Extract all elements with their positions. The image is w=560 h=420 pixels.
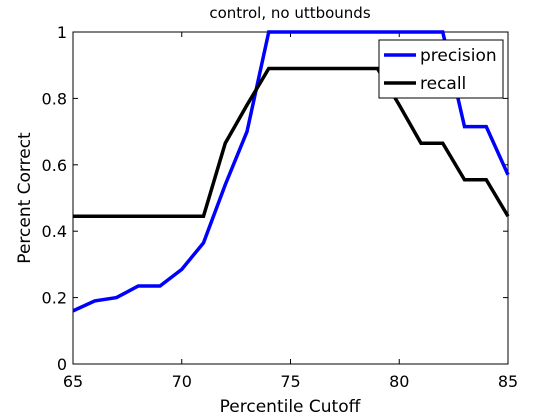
series-line-recall xyxy=(73,66,510,219)
y-tick-label: 0 xyxy=(57,355,67,374)
x-tick-label: 85 xyxy=(498,372,518,391)
tick-labels: 65 70 75 80 85 0 0.2 0.4 0.6 0.8 1 xyxy=(42,23,519,391)
legend-box xyxy=(378,39,504,99)
y-tick-label: 0.6 xyxy=(42,156,67,175)
x-tick-label: 70 xyxy=(172,372,192,391)
legend-label-recall: recall xyxy=(420,74,466,94)
series-layer xyxy=(72,30,510,313)
x-tick-label: 75 xyxy=(280,372,300,391)
chart-title: control, no uttbounds xyxy=(209,4,370,22)
x-tick-label: 65 xyxy=(63,372,83,391)
y-tick-label: 0.8 xyxy=(42,89,67,108)
y-tick-label: 1 xyxy=(57,23,67,42)
y-axis-label: Percent Correct xyxy=(15,132,35,264)
legend: precision recall xyxy=(378,39,504,99)
y-tick-label: 0.2 xyxy=(42,289,67,308)
x-tick-label: 80 xyxy=(389,372,409,391)
legend-label-precision: precision xyxy=(420,46,497,66)
series-line-precision xyxy=(72,30,510,313)
x-axis-label: Percentile Cutoff xyxy=(220,397,362,417)
y-tick-label: 0.4 xyxy=(42,222,67,241)
